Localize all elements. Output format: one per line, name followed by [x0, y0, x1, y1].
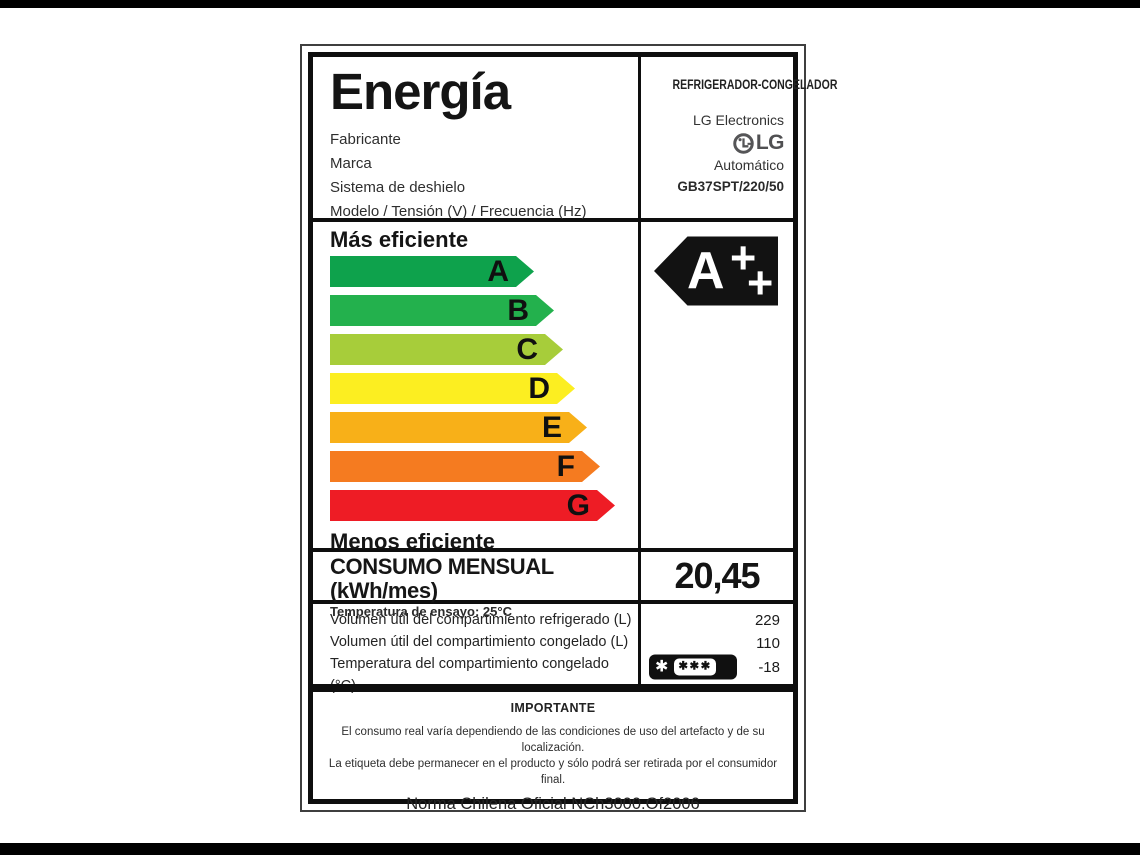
header-section: Energía Fabricante Marca Sistema de desh…: [313, 57, 838, 222]
consumption-left: CONSUMO MENSUAL (kWh/mes) Temperatura de…: [313, 552, 638, 620]
consumption-title: CONSUMO MENSUAL (kWh/mes): [330, 554, 554, 603]
efficiency-arrow-d: D: [330, 373, 575, 404]
double-rule-divider: [313, 684, 793, 692]
energy-label-frame: Energía Fabricante Marca Sistema de desh…: [308, 52, 838, 813]
field-fabricante: Fabricante: [330, 130, 401, 148]
important-title: IMPORTANTE: [510, 701, 596, 715]
important-notes-section: IMPORTANTE El consumo real varía dependi…: [313, 692, 793, 814]
important-note-line-2: La etiqueta debe permanecer en el produc…: [328, 758, 778, 786]
header-right-column: REFRIGERADOR-CONGELADOR LG Electronics L…: [638, 57, 838, 218]
efficiency-arrow-a: A: [330, 256, 534, 287]
triple-star-icon: ✱✱✱: [674, 658, 716, 676]
efficiency-arrow-letter: A: [487, 254, 509, 288]
lg-logo-icon: [733, 132, 754, 154]
single-star-icon: ✱: [655, 658, 669, 676]
freezer-star-rating-icon: ✱ ✱✱✱: [649, 654, 737, 680]
standard-reference: Norma Chilena Oficial NCh3000.Of2006: [406, 795, 700, 813]
efficiency-arrow-letter: E: [541, 410, 562, 444]
detail-value-cell: ✱ ✱✱✱ -18: [641, 654, 793, 680]
efficiency-arrow-f: F: [330, 451, 600, 482]
consumption-subtitle: Temperatura de ensayo: 25°C: [330, 604, 512, 619]
efficiency-arrow-letter: C: [516, 332, 538, 366]
freezer-temperature-value: -18: [758, 658, 780, 676]
field-sistema-deshielo: Sistema de deshielo: [330, 178, 466, 196]
efficiency-arrow-letter: B: [507, 293, 529, 327]
details-section: Volumen útil del compartimiento refriger…: [313, 604, 793, 694]
appliance-type-heading: REFRIGERADOR-CONGELADOR: [672, 77, 838, 92]
frozen-volume-value: 110: [756, 635, 780, 653]
rating-plus-bottom: +: [747, 257, 774, 308]
efficiency-arrow-letter: F: [556, 449, 575, 483]
detail-label-frozen-volume: Volumen útil del compartimiento congelad…: [330, 634, 629, 650]
important-note-line-1: El consumo real varía dependiendo de las…: [341, 726, 765, 754]
rating-badge: A + +: [654, 232, 778, 308]
details-values-column: 229 110 ✱ ✱✱✱ -18: [638, 604, 793, 684]
efficiency-arrow-b: B: [330, 295, 554, 326]
details-labels-column: Volumen útil del compartimiento refriger…: [313, 604, 638, 694]
efficiency-arrow-e: E: [330, 412, 587, 443]
more-efficient-label: Más eficiente: [330, 227, 469, 252]
page-title: Energía: [330, 63, 511, 120]
field-marca: Marca: [330, 154, 372, 172]
header-left-column: Energía Fabricante Marca Sistema de desh…: [313, 57, 638, 220]
refrigerated-volume-value: 229: [754, 612, 780, 630]
top-letterbox-bar: [0, 0, 1140, 8]
rating-plus-top: +: [730, 232, 757, 283]
defrost-value: Automático: [713, 157, 784, 173]
consumption-value: 20,45: [674, 555, 760, 596]
rating-letter: A: [687, 242, 725, 300]
efficiency-arrow-letter: G: [566, 488, 590, 522]
detail-value-cell: 229: [641, 610, 793, 632]
detail-label-refrigerated-volume: Volumen útil del compartimiento refriger…: [330, 612, 632, 628]
energy-label: Energía Fabricante Marca Sistema de desh…: [300, 44, 838, 813]
efficiency-arrow-letter: D: [528, 371, 550, 405]
efficiency-rating-column: A + +: [638, 222, 793, 548]
consumption-value-cell: 20,45: [638, 552, 793, 600]
brand-row: LG: [641, 131, 785, 155]
manufacturer-value: LG Electronics: [692, 112, 784, 128]
efficiency-arrow-c: C: [330, 334, 563, 365]
brand-value: LG: [755, 131, 785, 154]
bottom-letterbox-bar: [0, 843, 1140, 855]
consumption-section: CONSUMO MENSUAL (kWh/mes) Temperatura de…: [313, 552, 793, 620]
field-modelo-tension-frecuencia: Modelo / Tensión (V) / Frecuencia (Hz): [330, 202, 587, 220]
less-efficient-label: Menos eficiente: [330, 529, 496, 554]
efficiency-arrow-g: G: [330, 490, 615, 521]
model-value: GB37SPT/220/50: [677, 179, 784, 194]
detail-value-cell: 110: [641, 633, 793, 655]
